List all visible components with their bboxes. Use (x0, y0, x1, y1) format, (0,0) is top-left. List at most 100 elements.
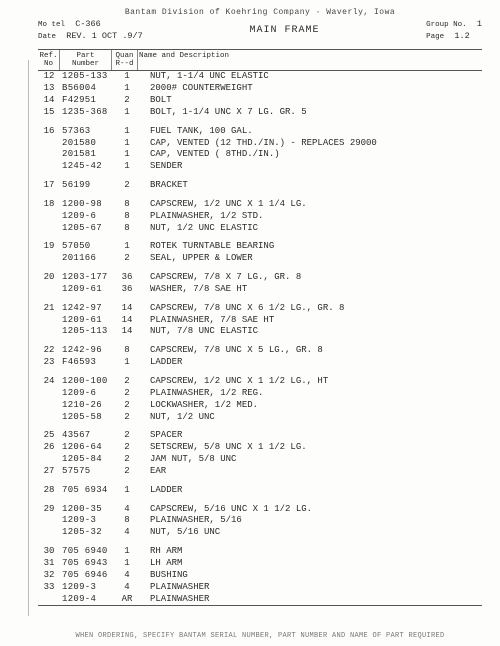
cell-qty: 1 (114, 107, 140, 118)
page-title: MAIN FRAME (143, 19, 426, 36)
company-banner: Bantam Division of Koehring Company · Wa… (38, 8, 482, 17)
cell-desc: Seal, upper & lower (140, 253, 482, 264)
table-row: 1209-4ARPlainwasher (38, 593, 482, 605)
table-row: 32705 69464Bushing (38, 570, 482, 582)
cell-qty: 4 (114, 570, 140, 581)
cell-part: 1209-61 (60, 315, 114, 326)
cell-part: 705 6934 (60, 485, 114, 496)
cell-desc: Spacer (140, 430, 482, 441)
col-part-header: Part Number (60, 50, 112, 71)
page-num-value: 1.2 (454, 31, 469, 41)
table-row: 1209-38Plainwasher, 5/16 (38, 515, 482, 527)
cell-qty: 2 (114, 376, 140, 387)
table-row: 31705 69431LH arm (38, 558, 482, 570)
table-row: 331209-34Plainwasher (38, 581, 482, 593)
table-row: 19570501Rotek turntable bearing (38, 241, 482, 253)
cell-ref: 23 (38, 357, 60, 368)
cell-part: 201581 (60, 149, 114, 160)
cell-qty: 1 (114, 241, 140, 252)
col-qty-header: Quan R--d (112, 50, 138, 71)
table-row: 1209-6114Plainwasher, 7/8 SAE HT (38, 314, 482, 326)
cell-desc: Cap, vented (12 thd./in.) - Replaces 290… (140, 138, 482, 149)
table-row: 291200-354Capscrew, 5/16 UNC x 1 1/2 lg. (38, 503, 482, 515)
table-row: 2015811 Cap, vented ( 8thd./in.) (38, 149, 482, 161)
group-label: Group No. (426, 21, 467, 29)
cell-desc: Nut, 1-1/4 UNC elastic (140, 71, 482, 82)
cell-part: F42951 (60, 95, 114, 106)
cell-ref: 20 (38, 272, 60, 283)
cell-part: 1245-42 (60, 161, 114, 172)
cell-part: 57575 (60, 466, 114, 477)
cell-ref: 15 (38, 107, 60, 118)
cell-part: 1205-113 (60, 326, 114, 337)
cell-qty: 14 (114, 303, 140, 314)
cell-part: 705 6946 (60, 570, 114, 581)
cell-qty: 1 (114, 558, 140, 569)
cell-part: 1209-6 (60, 388, 114, 399)
cell-ref: 19 (38, 241, 60, 252)
cell-ref: 27 (38, 466, 60, 477)
cell-qty: 2 (114, 454, 140, 465)
cell-ref: 13 (38, 83, 60, 94)
cell-qty: 1 (114, 149, 140, 160)
cell-part: 1200-100 (60, 376, 114, 387)
cell-ref: 24 (38, 376, 60, 387)
cell-ref: 25 (38, 430, 60, 441)
cell-desc: Sender (140, 161, 482, 172)
cell-qty: 4 (114, 582, 140, 593)
cell-desc: Capscrew, 7/8 UNC x 5 lg., Gr. 8 (140, 345, 482, 356)
cell-part: 1209-61 (60, 284, 114, 295)
cell-part: 1205-67 (60, 223, 114, 234)
cell-part: 1205-32 (60, 527, 114, 538)
table-row: 1209-62Plainwasher, 1/2 reg. (38, 388, 482, 400)
cell-desc: Setscrew, 5/8 UNC x 1 1/2 lg. (140, 442, 482, 453)
cell-qty: 1 (114, 546, 140, 557)
cell-qty: 8 (114, 515, 140, 526)
cell-qty: 1 (114, 126, 140, 137)
cell-desc: Jam nut, 5/8 UNC (140, 454, 482, 465)
cell-desc: Ladder (140, 485, 482, 496)
cell-desc: Nut, 1/2 UNC elastic (140, 223, 482, 234)
cell-ref: 12 (38, 71, 60, 82)
cell-part: 57363 (60, 126, 114, 137)
table-row: 1209-68Plainwasher, 1/2 std. (38, 210, 482, 222)
cell-qty: 8 (114, 345, 140, 356)
cell-ref: 21 (38, 303, 60, 314)
cell-part: F46593 (60, 357, 114, 368)
cell-desc: Plainwasher (140, 582, 482, 593)
cell-qty: 2 (114, 430, 140, 441)
cell-qty: 4 (114, 504, 140, 515)
cell-qty: 1 (114, 83, 140, 94)
cell-desc: Capscrew, 1/2 UNC x 1 1/4 lg. (140, 199, 482, 210)
cell-ref: 17 (38, 180, 60, 191)
cell-desc: LH arm (140, 558, 482, 569)
cell-qty: 2 (114, 400, 140, 411)
date-label: Date (38, 33, 56, 41)
table-row: 16573631Fuel tank, 100 gal. (38, 125, 482, 137)
cell-qty: 2 (114, 412, 140, 423)
table-row: 121205-1331Nut, 1-1/4 UNC elastic (38, 71, 482, 83)
cell-desc: Capscrew, 7/8 UNC x 6 1/2 lg., Gr. 8 (140, 303, 482, 314)
table-row: 1205-324Nut, 5/16 UNC (38, 527, 482, 539)
cell-desc: Nut, 1/2 UNC (140, 412, 482, 423)
cell-part: 705 6943 (60, 558, 114, 569)
table-row: 14F429512Bolt (38, 95, 482, 107)
table-row: 221242-968Capscrew, 7/8 UNC x 5 lg., Gr.… (38, 345, 482, 357)
cell-qty: 1 (114, 71, 140, 82)
cell-qty: 4 (114, 527, 140, 538)
cell-qty: 36 (114, 272, 140, 283)
cell-ref: 18 (38, 199, 60, 210)
table-row: 27575752Ear (38, 466, 482, 478)
table-row: 23F465931Ladder (38, 357, 482, 369)
cell-desc: Nut, 5/16 UNC (140, 527, 482, 538)
cell-part: 43567 (60, 430, 114, 441)
cell-part: 1242-96 (60, 345, 114, 356)
cell-desc: Rotek turntable bearing (140, 241, 482, 252)
cell-qty: 1 (114, 485, 140, 496)
group-value: 1 (477, 19, 482, 29)
table-row: 1205-582Nut, 1/2 UNC (38, 411, 482, 423)
table-row: 2011662 Seal, upper & lower (38, 253, 482, 265)
table-row: 2015801 Cap, vented (12 thd./in.) - Repl… (38, 137, 482, 149)
table-row: 241200-1002Capscrew, 1/2 UNC x 1 1/2 lg.… (38, 376, 482, 388)
cell-part: 1209-3 (60, 515, 114, 526)
